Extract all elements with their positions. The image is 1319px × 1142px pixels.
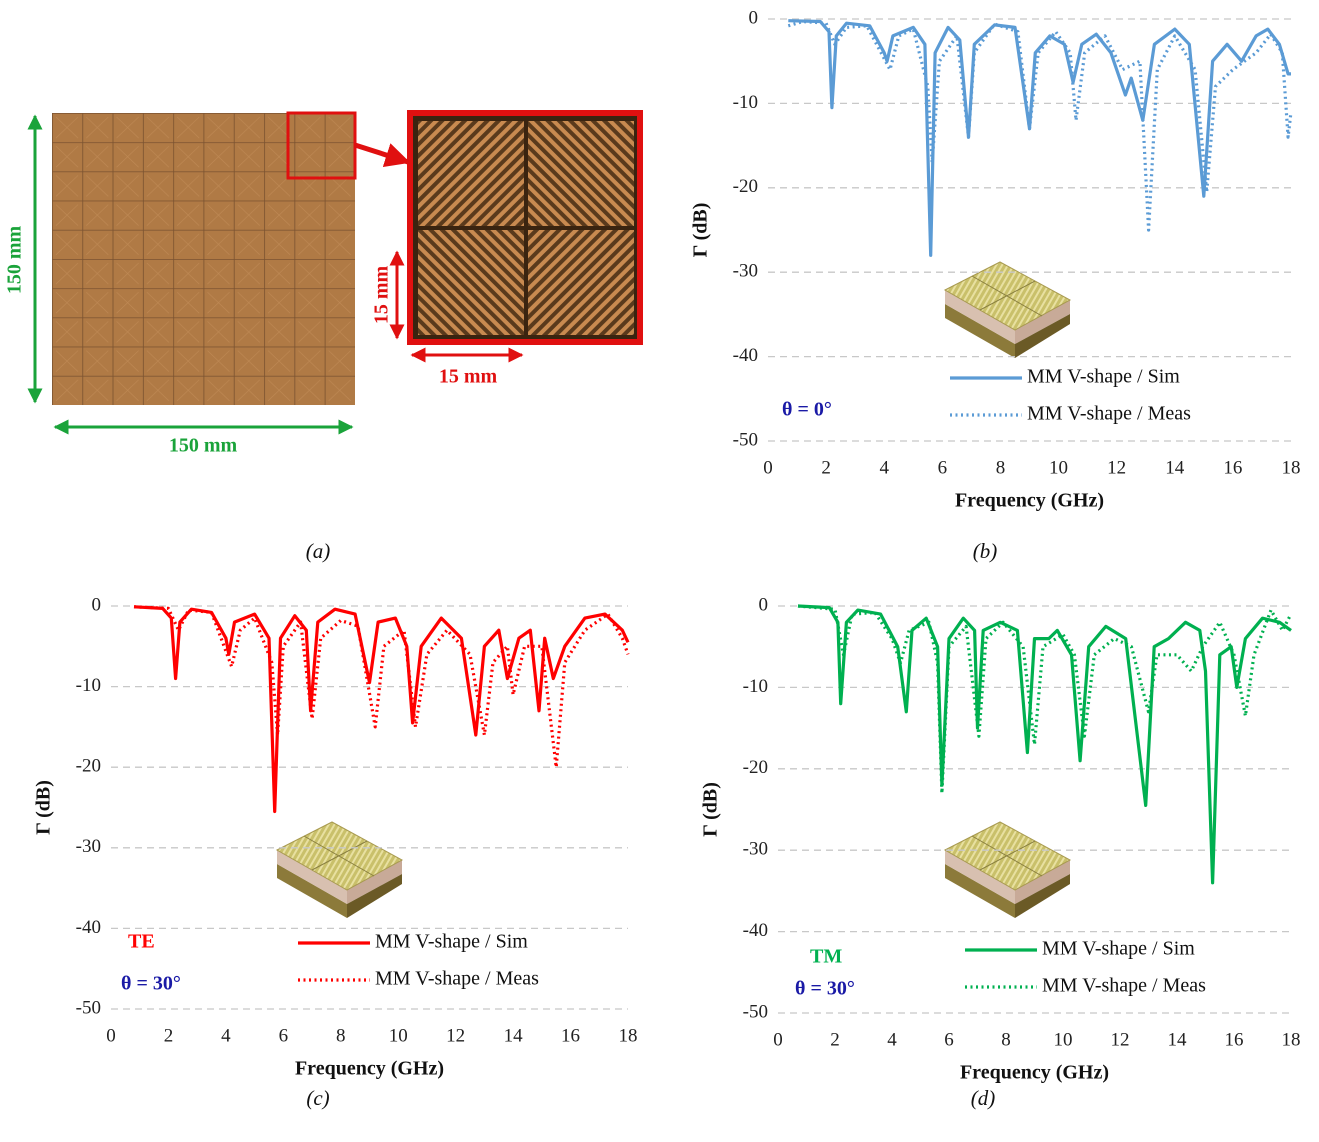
series-line bbox=[797, 604, 1293, 795]
x-tick-label: 0 bbox=[106, 1025, 116, 1046]
zoom-arrow bbox=[354, 142, 411, 168]
y-tick-label: -20 bbox=[743, 757, 768, 778]
x-tick-label: 14 bbox=[504, 1025, 524, 1046]
x-tick-label: 18 bbox=[1282, 1029, 1301, 1050]
y-tick-label: -30 bbox=[733, 261, 758, 282]
y-tick-label: -50 bbox=[743, 1001, 768, 1022]
legend-label: MM V-shape / Meas bbox=[1042, 975, 1206, 997]
annotation: θ = 0° bbox=[782, 399, 832, 421]
dimension-label: 15 mm bbox=[371, 266, 393, 325]
x-axis-title: Frequency (GHz) bbox=[955, 490, 1104, 512]
x-tick-label: 6 bbox=[944, 1029, 954, 1050]
y-tick-label: -40 bbox=[76, 917, 101, 938]
x-tick-label: 0 bbox=[773, 1029, 783, 1050]
x-tick-label: 4 bbox=[879, 457, 889, 478]
x-tick-label: 16 bbox=[561, 1025, 580, 1046]
series-line bbox=[797, 604, 1292, 885]
annotation: θ = 30° bbox=[795, 978, 855, 1000]
x-tick-label: 2 bbox=[821, 457, 831, 478]
series-line bbox=[788, 19, 1291, 257]
series-line bbox=[133, 605, 630, 814]
dimension-label: 15 mm bbox=[439, 366, 498, 388]
y-tick-label: -30 bbox=[76, 836, 101, 857]
dimension-label: 150 mm bbox=[169, 435, 238, 457]
legend-label: MM V-shape / Sim bbox=[375, 931, 528, 953]
dimension-label: 150 mm bbox=[4, 226, 26, 295]
x-tick-label: 8 bbox=[996, 457, 1006, 478]
unit-cell-render bbox=[276, 821, 403, 919]
zoom-view bbox=[407, 110, 643, 345]
x-tick-label: 16 bbox=[1223, 457, 1242, 478]
x-axis-title: Frequency (GHz) bbox=[295, 1058, 444, 1080]
y-tick-label: -20 bbox=[733, 176, 758, 197]
x-tick-label: 12 bbox=[1107, 457, 1126, 478]
y-tick-label: -30 bbox=[743, 839, 768, 860]
x-tick-label: 6 bbox=[938, 457, 948, 478]
y-tick-label: -40 bbox=[733, 345, 758, 366]
annotation: TM bbox=[810, 946, 842, 968]
annotation: θ = 30° bbox=[121, 973, 181, 995]
x-tick-label: 16 bbox=[1225, 1029, 1244, 1050]
x-tick-label: 8 bbox=[1001, 1029, 1011, 1050]
y-axis-title: Γ (dB) bbox=[690, 203, 712, 258]
y-tick-label: -10 bbox=[743, 676, 768, 697]
series-line bbox=[787, 19, 1293, 232]
x-tick-label: 14 bbox=[1168, 1029, 1188, 1050]
x-tick-label: 6 bbox=[279, 1025, 289, 1046]
x-tick-label: 14 bbox=[1165, 457, 1185, 478]
y-tick-label: 0 bbox=[749, 7, 759, 28]
legend-label: MM V-shape / Sim bbox=[1042, 938, 1195, 960]
sample-photo bbox=[52, 113, 355, 405]
unit-cell-render bbox=[944, 261, 1071, 359]
x-tick-label: 2 bbox=[164, 1025, 174, 1046]
x-tick-label: 18 bbox=[619, 1025, 638, 1046]
y-tick-label: -10 bbox=[733, 92, 758, 113]
y-tick-label: 0 bbox=[92, 594, 102, 615]
y-tick-label: -20 bbox=[76, 756, 101, 777]
x-tick-label: 12 bbox=[446, 1025, 465, 1046]
y-axis-title: Γ (dB) bbox=[33, 780, 55, 835]
x-tick-label: 2 bbox=[830, 1029, 840, 1050]
x-tick-label: 18 bbox=[1282, 457, 1301, 478]
x-tick-label: 4 bbox=[221, 1025, 231, 1046]
x-tick-label: 12 bbox=[1111, 1029, 1130, 1050]
y-tick-label: -50 bbox=[733, 429, 758, 450]
caption: (c) bbox=[306, 1086, 329, 1110]
y-tick-label: -40 bbox=[743, 920, 768, 941]
x-tick-label: 10 bbox=[1049, 457, 1068, 478]
caption: (b) bbox=[973, 539, 998, 563]
caption: (a) bbox=[306, 539, 331, 563]
y-tick-label: -50 bbox=[76, 997, 101, 1018]
x-tick-label: 10 bbox=[1054, 1029, 1073, 1050]
y-tick-label: -10 bbox=[76, 675, 101, 696]
x-axis-title: Frequency (GHz) bbox=[960, 1062, 1109, 1084]
series-line bbox=[133, 605, 630, 769]
x-tick-label: 4 bbox=[887, 1029, 897, 1050]
unit-cell-render bbox=[944, 821, 1071, 919]
x-tick-label: 10 bbox=[389, 1025, 408, 1046]
legend-label: MM V-shape / Sim bbox=[1027, 366, 1180, 388]
annotation: TE bbox=[128, 931, 155, 953]
y-axis-title: Γ (dB) bbox=[700, 782, 722, 837]
legend-label: MM V-shape / Meas bbox=[375, 968, 539, 990]
x-tick-label: 0 bbox=[763, 457, 773, 478]
x-tick-label: 8 bbox=[336, 1025, 346, 1046]
y-tick-label: 0 bbox=[759, 594, 769, 615]
caption: (d) bbox=[971, 1086, 996, 1110]
legend-label: MM V-shape / Meas bbox=[1027, 403, 1191, 425]
